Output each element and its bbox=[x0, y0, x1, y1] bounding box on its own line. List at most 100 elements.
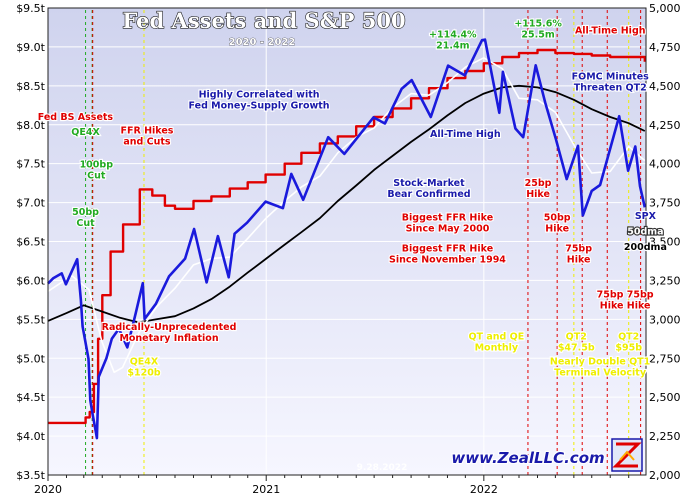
annotation: 100bp Cut bbox=[80, 160, 114, 182]
annotation: 50bp Cut bbox=[72, 207, 99, 229]
annotation-line: Biggest FFR Hike bbox=[402, 212, 493, 223]
annotation-line: QE4X bbox=[71, 127, 100, 138]
left-tick-label: $6.0t bbox=[16, 274, 45, 287]
series-layer bbox=[47, 38, 647, 440]
annotation-line: 50bp bbox=[72, 207, 99, 218]
right-tick-label: 4,500 bbox=[649, 80, 681, 93]
annotation-line: and Cuts bbox=[123, 136, 171, 147]
annotation-line: $47.5b bbox=[558, 343, 595, 354]
left-tick-label: $4.5t bbox=[16, 391, 45, 404]
annotation: QT2 $47.5b bbox=[558, 332, 595, 354]
right-tick-label: 2,000 bbox=[649, 469, 681, 482]
annotation-line: FFR Hikes bbox=[120, 125, 173, 136]
watermark: www.ZealLLC.com bbox=[451, 449, 604, 467]
logo bbox=[611, 438, 643, 472]
logo-mark bbox=[612, 442, 642, 468]
annotation: 75bp Hike bbox=[565, 244, 592, 266]
right-tick-label: 3,500 bbox=[649, 236, 681, 249]
annotation-line: Stock-Market bbox=[393, 178, 465, 189]
left-tick-label: $4.0t bbox=[16, 430, 45, 443]
annotation-line: All-Time High bbox=[430, 129, 501, 140]
annotation: All-Time High bbox=[430, 129, 501, 140]
left-tick-label: $6.5t bbox=[16, 236, 45, 249]
annotation-line: FOMC Minutes bbox=[572, 72, 650, 83]
annotation-line: Cut bbox=[87, 171, 106, 182]
annotation: 200dma bbox=[624, 242, 667, 253]
right-tick-label: 2,750 bbox=[649, 352, 681, 365]
annotation: QT and QE Monthly bbox=[468, 332, 524, 354]
annotation: 75bp 75bp Hike Hike bbox=[597, 290, 654, 312]
annotation-line: 50dma bbox=[627, 226, 663, 237]
annotation-line: Fed BS Assets bbox=[38, 112, 114, 123]
axis-ticks: $3.5t $4.0t $4.5t $5.0t $5.5t $6.0t $6.5t $7.0t… bbox=[16, 2, 680, 496]
annotation-line: QT2 bbox=[618, 332, 639, 343]
right-tick-label: 2,250 bbox=[649, 430, 681, 443]
annotation-line: Monthly bbox=[475, 343, 519, 354]
annotation-line: Biggest FFR Hike bbox=[402, 244, 493, 255]
annotation-line: Cut bbox=[76, 218, 95, 229]
right-tick-label: 3,000 bbox=[649, 313, 681, 326]
left-tick-label: $7.5t bbox=[16, 158, 45, 171]
left-tick-label: $9.5t bbox=[16, 2, 45, 15]
right-tick-label: 4,250 bbox=[649, 119, 681, 132]
annotation: Biggest FFR Hike Since November 1994 bbox=[389, 244, 506, 266]
annotation-line: 50bp bbox=[544, 212, 571, 223]
annotation-line: QT and QE bbox=[468, 332, 524, 343]
chart-title: Fed Assets and S&P 500 bbox=[122, 8, 405, 33]
annotation: QE4X $120b bbox=[127, 356, 160, 378]
annotation-line: Threaten QT2 bbox=[574, 83, 647, 94]
annotation-line: Since May 2000 bbox=[406, 223, 490, 234]
annotation-line: 75bp bbox=[565, 244, 592, 255]
annotation-line: Monetary Inflation bbox=[119, 333, 218, 344]
annotation-line: 25bp bbox=[525, 178, 552, 189]
annotation: QE4X bbox=[71, 127, 100, 138]
left-tick-label: $7.0t bbox=[16, 197, 45, 210]
left-tick-label: $8.5t bbox=[16, 80, 45, 93]
annotation-line: Hike bbox=[526, 189, 550, 200]
right-tick-label: 3,750 bbox=[649, 197, 681, 210]
left-tick-label: $5.0t bbox=[16, 352, 45, 365]
annotation-line: Since November 1994 bbox=[389, 255, 506, 266]
right-tick-label: 2,500 bbox=[649, 391, 681, 404]
annotation-line: Radically-Unprecedented bbox=[102, 322, 237, 333]
annotation: Fed BS Assets bbox=[38, 112, 114, 123]
annotation: 25bp Hike bbox=[525, 178, 552, 200]
annotation-line: Hike bbox=[545, 223, 569, 234]
annotation-line: 200dma bbox=[624, 242, 667, 253]
annotation-line: Hike Hike bbox=[600, 301, 651, 312]
series-50dma bbox=[47, 57, 646, 374]
series-spx bbox=[47, 38, 647, 440]
annotation-line: Fed Money-Supply Growth bbox=[189, 101, 330, 112]
annotation: Stock-Market Bear Confirmed bbox=[387, 178, 470, 200]
left-tick-label: $9.0t bbox=[16, 41, 45, 54]
annotation: 50bp Hike bbox=[544, 212, 571, 234]
annotation-line: +115.6% bbox=[514, 19, 562, 30]
annotation: SPX bbox=[635, 211, 657, 222]
annotation-line: SPX bbox=[635, 211, 657, 222]
annotation-line: Bear Confirmed bbox=[387, 189, 470, 200]
right-tick-label: 4,000 bbox=[649, 158, 681, 171]
annotation: Nearly Double QT1 Terminal Velocity bbox=[550, 356, 650, 378]
gridlines bbox=[48, 8, 646, 475]
annotation-line: QT2 bbox=[566, 332, 587, 343]
annotation-line: Hike bbox=[567, 255, 591, 266]
right-tick-label: 4,750 bbox=[649, 41, 681, 54]
annotation: Radically-Unprecedented Monetary Inflatio… bbox=[102, 322, 237, 344]
annotation: QT2 $95b bbox=[615, 332, 642, 354]
annotation-line: 100bp bbox=[80, 160, 114, 171]
left-tick-label: $5.5t bbox=[16, 313, 45, 326]
annotation-line: +114.4% bbox=[429, 30, 477, 41]
annotation-line: 21.4m bbox=[436, 41, 469, 52]
annotation-line: 75bp 75bp bbox=[597, 290, 654, 301]
chart-subtitle: 2020 - 2022 bbox=[229, 37, 296, 48]
annotation-line: $120b bbox=[127, 367, 160, 378]
right-tick-label: 3,250 bbox=[649, 274, 681, 287]
chart-date: 9.28.2022 bbox=[357, 463, 408, 473]
annotation: +115.6% 25.5m bbox=[514, 19, 562, 41]
x-tick-label: 2022 bbox=[470, 483, 498, 496]
annotation: All-Time High bbox=[575, 26, 646, 37]
annotation-line: QE4X bbox=[130, 356, 159, 367]
annotation: FFR Hikes and Cuts bbox=[120, 125, 173, 147]
